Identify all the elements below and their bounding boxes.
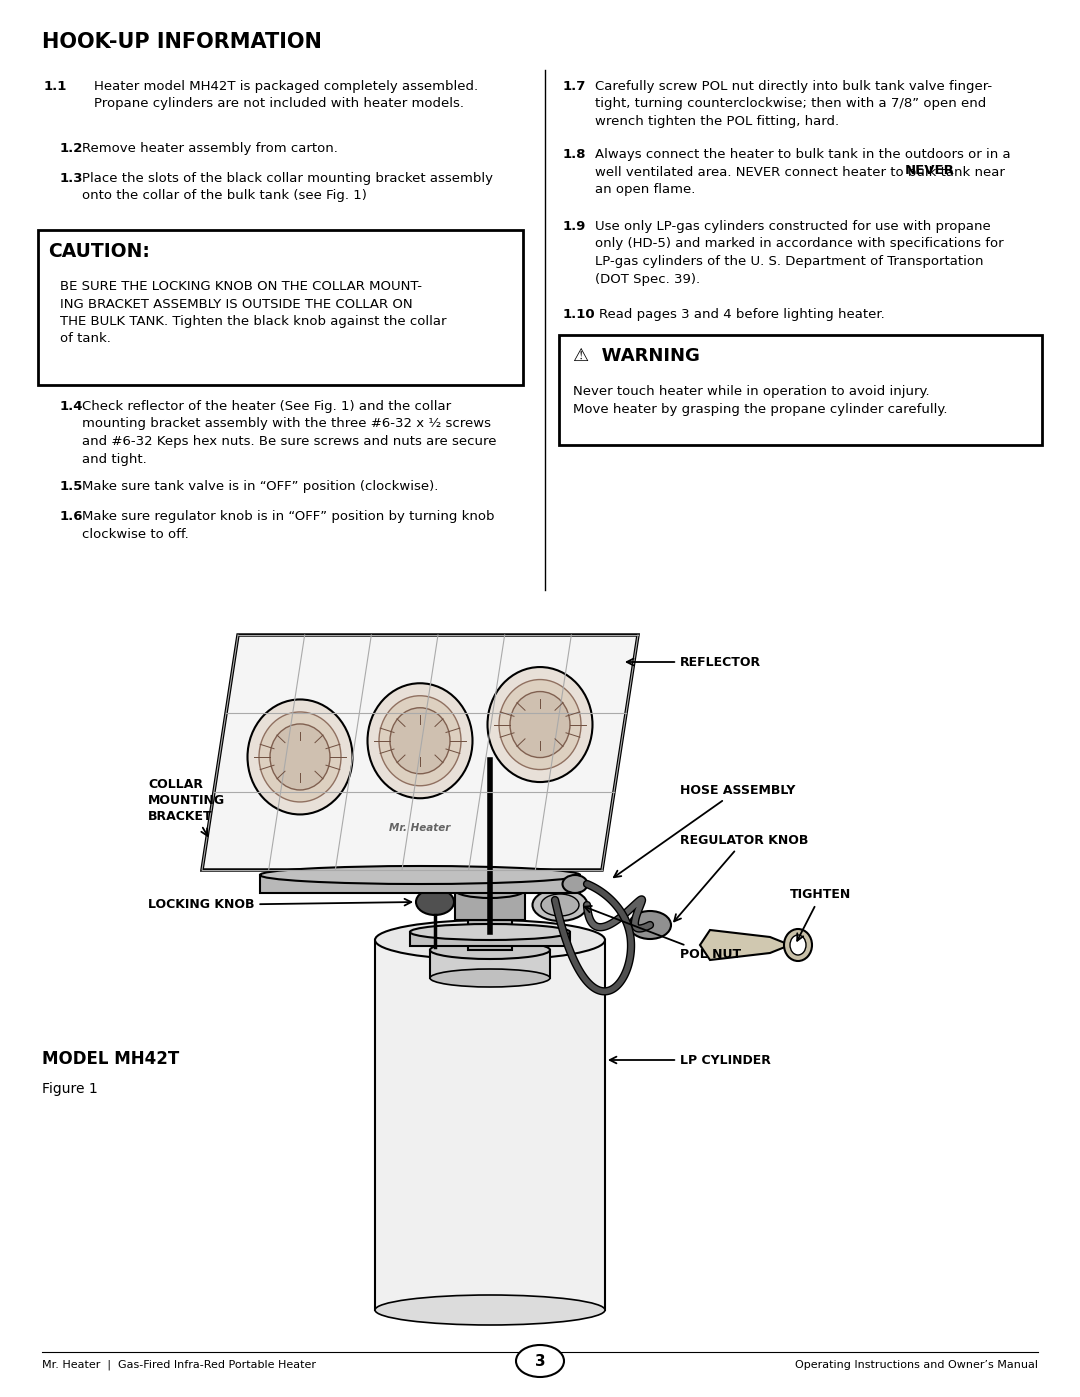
Text: Figure 1: Figure 1	[42, 1083, 98, 1097]
Text: REGULATOR KNOB: REGULATOR KNOB	[674, 834, 808, 922]
Bar	[468, 921, 512, 950]
Bar	[260, 875, 580, 893]
Ellipse shape	[270, 724, 330, 789]
Text: HOOK-UP INFORMATION: HOOK-UP INFORMATION	[42, 32, 322, 52]
Ellipse shape	[247, 700, 352, 814]
Text: LOCKING KNOB: LOCKING KNOB	[148, 898, 411, 911]
Text: LP CYLINDER: LP CYLINDER	[610, 1053, 771, 1066]
Text: MODEL MH42T: MODEL MH42T	[42, 1051, 179, 1067]
Text: BE SURE THE LOCKING KNOB ON THE COLLAR MOUNT-
ING BRACKET ASSEMBLY IS OUTSIDE TH: BE SURE THE LOCKING KNOB ON THE COLLAR M…	[60, 279, 446, 345]
Text: 1.6: 1.6	[60, 510, 83, 522]
Text: 3: 3	[535, 1354, 545, 1369]
Text: 1.3: 1.3	[60, 172, 83, 184]
Ellipse shape	[375, 1295, 605, 1324]
Text: CAUTION:: CAUTION:	[48, 242, 150, 261]
Text: 1.4: 1.4	[60, 400, 83, 414]
Ellipse shape	[379, 696, 461, 785]
Text: Use only LP-gas cylinders constructed for use with propane
only (HD-5) and marke: Use only LP-gas cylinders constructed fo…	[595, 219, 1003, 285]
Bar	[559, 335, 1042, 446]
Ellipse shape	[629, 911, 671, 939]
Text: NEVER: NEVER	[905, 163, 955, 177]
Text: Mr. Heater  |  Gas-Fired Infra-Red Portable Heater: Mr. Heater | Gas-Fired Infra-Red Portabl…	[42, 1359, 316, 1370]
Text: 1.7: 1.7	[563, 80, 586, 94]
Text: 1.5: 1.5	[60, 481, 83, 493]
Text: Check reflector of the heater (See Fig. 1) and the collar
mounting bracket assem: Check reflector of the heater (See Fig. …	[82, 400, 497, 465]
Text: 1.10: 1.10	[563, 307, 596, 321]
Bar	[375, 940, 605, 1310]
Ellipse shape	[367, 683, 473, 798]
Ellipse shape	[375, 921, 605, 960]
Text: Make sure regulator knob is in “OFF” position by turning knob
clockwise to off.: Make sure regulator knob is in “OFF” pos…	[82, 510, 495, 541]
Text: Remove heater assembly from carton.: Remove heater assembly from carton.	[82, 142, 338, 155]
Ellipse shape	[563, 875, 588, 893]
Bar	[410, 932, 570, 946]
Ellipse shape	[430, 942, 550, 958]
Ellipse shape	[455, 882, 525, 898]
Ellipse shape	[541, 894, 579, 916]
Text: COLLAR
MOUNTING
BRACKET: COLLAR MOUNTING BRACKET	[148, 778, 225, 835]
Text: Mr. Heater: Mr. Heater	[389, 823, 450, 833]
Text: 1.8: 1.8	[563, 148, 586, 161]
Ellipse shape	[487, 666, 593, 782]
Ellipse shape	[390, 708, 450, 774]
Text: 1.1: 1.1	[44, 80, 67, 94]
Ellipse shape	[499, 679, 581, 770]
Ellipse shape	[416, 888, 454, 915]
Bar	[38, 231, 523, 386]
Ellipse shape	[259, 712, 341, 802]
Ellipse shape	[789, 935, 806, 956]
Text: Operating Instructions and Owner’s Manual: Operating Instructions and Owner’s Manua…	[795, 1361, 1038, 1370]
Ellipse shape	[784, 929, 812, 961]
Text: REFLECTOR: REFLECTOR	[626, 655, 761, 669]
Text: HOSE ASSEMBLY: HOSE ASSEMBLY	[613, 784, 795, 877]
Bar	[455, 890, 525, 921]
Polygon shape	[202, 636, 638, 870]
Text: 1.2: 1.2	[60, 142, 83, 155]
Text: Always connect the heater to bulk tank in the outdoors or in a
well ventilated a: Always connect the heater to bulk tank i…	[595, 148, 1011, 196]
Text: Heater model MH42T is packaged completely assembled.
Propane cylinders are not i: Heater model MH42T is packaged completel…	[94, 80, 478, 110]
Ellipse shape	[260, 866, 580, 884]
Ellipse shape	[532, 888, 588, 921]
Ellipse shape	[410, 923, 570, 940]
Ellipse shape	[510, 692, 570, 757]
Text: ⚠  WARNING: ⚠ WARNING	[573, 346, 700, 365]
Text: Make sure tank valve is in “OFF” position (clockwise).: Make sure tank valve is in “OFF” positio…	[82, 481, 438, 493]
Text: POL NUT: POL NUT	[584, 907, 741, 961]
Text: Carefully screw POL nut directly into bulk tank valve finger-
tight, turning cou: Carefully screw POL nut directly into bu…	[595, 80, 993, 129]
Polygon shape	[700, 930, 789, 960]
Text: TIGHTEN: TIGHTEN	[789, 888, 851, 940]
Text: 1.9: 1.9	[563, 219, 586, 233]
Text: Read pages 3 and 4 before lighting heater.: Read pages 3 and 4 before lighting heate…	[599, 307, 885, 321]
Text: Never touch heater while in operation to avoid injury.
Move heater by grasping t: Never touch heater while in operation to…	[573, 386, 947, 415]
Bar	[430, 950, 550, 978]
Ellipse shape	[516, 1345, 564, 1377]
Ellipse shape	[430, 970, 550, 988]
Text: Place the slots of the black collar mounting bracket assembly
onto the collar of: Place the slots of the black collar moun…	[82, 172, 492, 203]
